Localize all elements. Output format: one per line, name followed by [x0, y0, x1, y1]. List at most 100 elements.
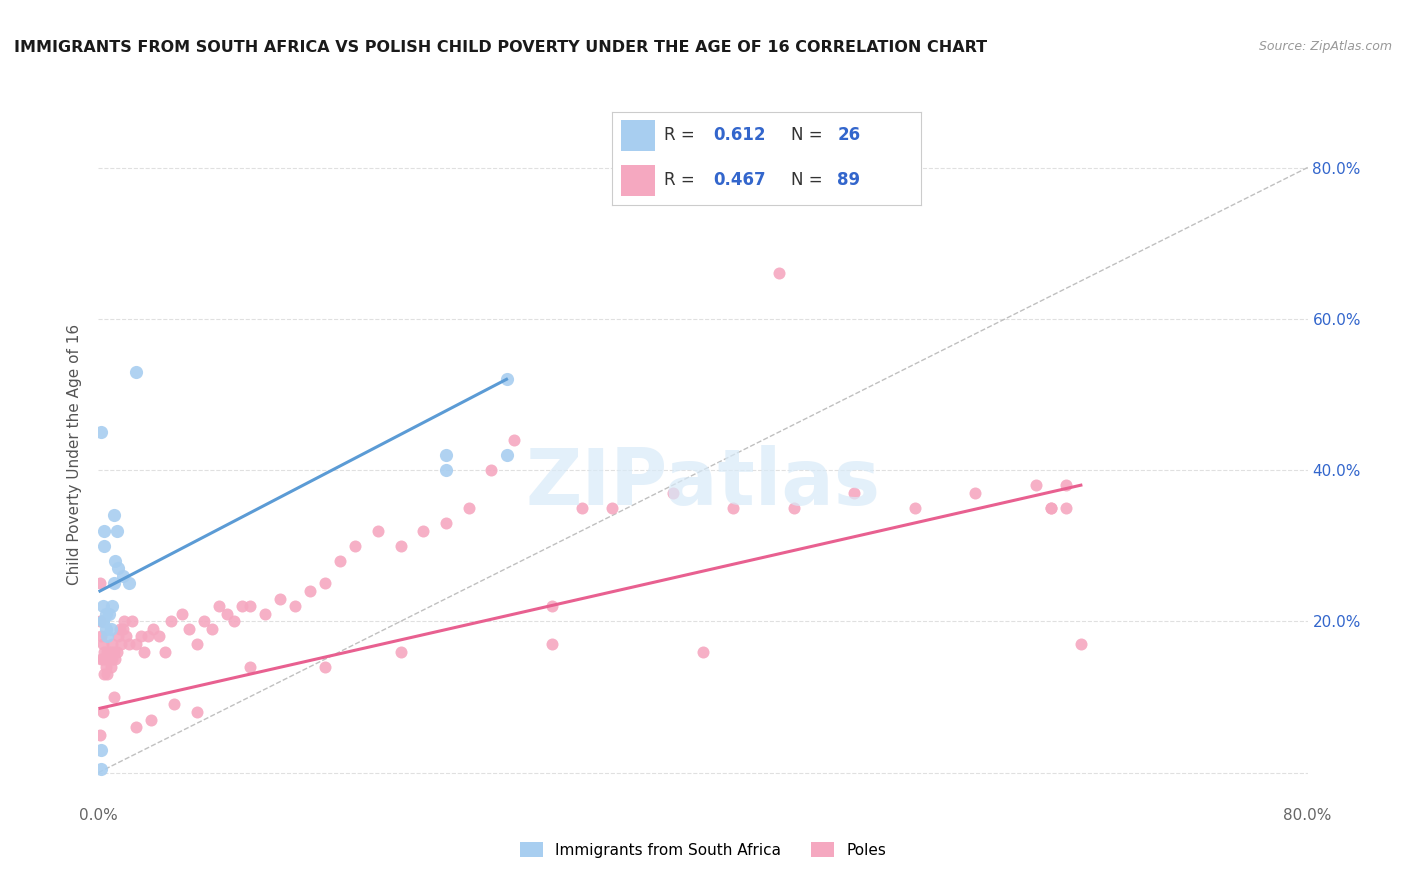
Point [208, 599, 231, 614]
Point [142, 622, 165, 636]
Point [94, 659, 117, 673]
Point [110, 637, 132, 651]
Point [136, 629, 159, 643]
Point [91, 615, 114, 629]
Point [96, 644, 118, 658]
Point [94, 622, 117, 636]
Point [412, 524, 434, 538]
Point [160, 615, 183, 629]
Point [434, 448, 457, 462]
Point [314, 659, 336, 673]
Point [125, 637, 148, 651]
Point [93, 524, 115, 538]
Point [103, 690, 125, 704]
Point [98, 607, 121, 621]
Point [94, 607, 117, 621]
Text: 0.612: 0.612 [714, 127, 766, 145]
Point [299, 584, 322, 599]
Point [101, 599, 124, 614]
Text: Source: ZipAtlas.com: Source: ZipAtlas.com [1258, 40, 1392, 54]
Point [1070, 637, 1092, 651]
Point [104, 652, 127, 666]
Point [125, 365, 148, 379]
Text: IMMIGRANTS FROM SOUTH AFRICA VS POLISH CHILD POVERTY UNDER THE AGE OF 16 CORRELA: IMMIGRANTS FROM SOUTH AFRICA VS POLISH C… [14, 40, 987, 55]
Point [231, 599, 253, 614]
Point [434, 463, 457, 477]
Point [107, 629, 129, 643]
Point [93, 644, 115, 658]
Point [193, 615, 215, 629]
Text: 89: 89 [838, 171, 860, 189]
Point [201, 622, 224, 636]
Point [329, 554, 352, 568]
Point [118, 576, 141, 591]
Point [103, 644, 125, 658]
Point [1054, 500, 1077, 515]
Point [121, 615, 143, 629]
Point [90, 629, 112, 643]
Point [118, 637, 141, 651]
Point [91, 599, 114, 614]
Point [389, 539, 412, 553]
Point [89, 615, 111, 629]
Point [344, 539, 367, 553]
Point [100, 659, 122, 673]
Text: 26: 26 [838, 127, 860, 145]
Point [94, 652, 117, 666]
Point [93, 667, 115, 681]
Point [90, 652, 112, 666]
Point [495, 372, 517, 386]
Point [125, 720, 148, 734]
Point [153, 644, 176, 658]
Point [129, 629, 152, 643]
Text: R =: R = [664, 127, 695, 145]
Point [215, 607, 238, 621]
Point [100, 622, 122, 636]
Point [1039, 500, 1062, 515]
Point [253, 607, 276, 621]
Point [783, 500, 806, 515]
Point [314, 576, 336, 591]
Point [692, 644, 714, 658]
Point [114, 629, 136, 643]
Point [540, 599, 562, 614]
Point [239, 599, 262, 614]
Point [965, 485, 987, 500]
Bar [621, 165, 655, 196]
Y-axis label: Child Poverty Under the Age of 16: Child Poverty Under the Age of 16 [67, 325, 83, 585]
Point [91, 637, 114, 651]
Point [90, 762, 112, 776]
Point [179, 622, 201, 636]
Point [93, 539, 115, 553]
Point [186, 705, 208, 719]
Point [89, 728, 111, 742]
Point [503, 433, 526, 447]
Point [89, 576, 111, 591]
Text: N =: N = [792, 171, 823, 189]
Point [661, 485, 683, 500]
Point [457, 500, 479, 515]
Point [111, 569, 134, 583]
Point [284, 599, 307, 614]
Point [1054, 478, 1077, 492]
Point [768, 267, 790, 281]
Point [170, 607, 193, 621]
Point [96, 629, 118, 643]
Point [105, 524, 128, 538]
Point [96, 667, 118, 681]
Text: 0.467: 0.467 [714, 171, 766, 189]
Point [132, 644, 155, 658]
Point [389, 644, 412, 658]
Point [495, 448, 517, 462]
Point [98, 652, 121, 666]
Point [91, 652, 114, 666]
Point [1024, 478, 1046, 492]
Point [186, 637, 208, 651]
Point [100, 644, 122, 658]
Point [91, 705, 114, 719]
Point [107, 561, 129, 575]
Text: ZIPatlas: ZIPatlas [526, 445, 880, 521]
Point [239, 659, 262, 673]
Point [148, 629, 170, 643]
Point [481, 463, 503, 477]
